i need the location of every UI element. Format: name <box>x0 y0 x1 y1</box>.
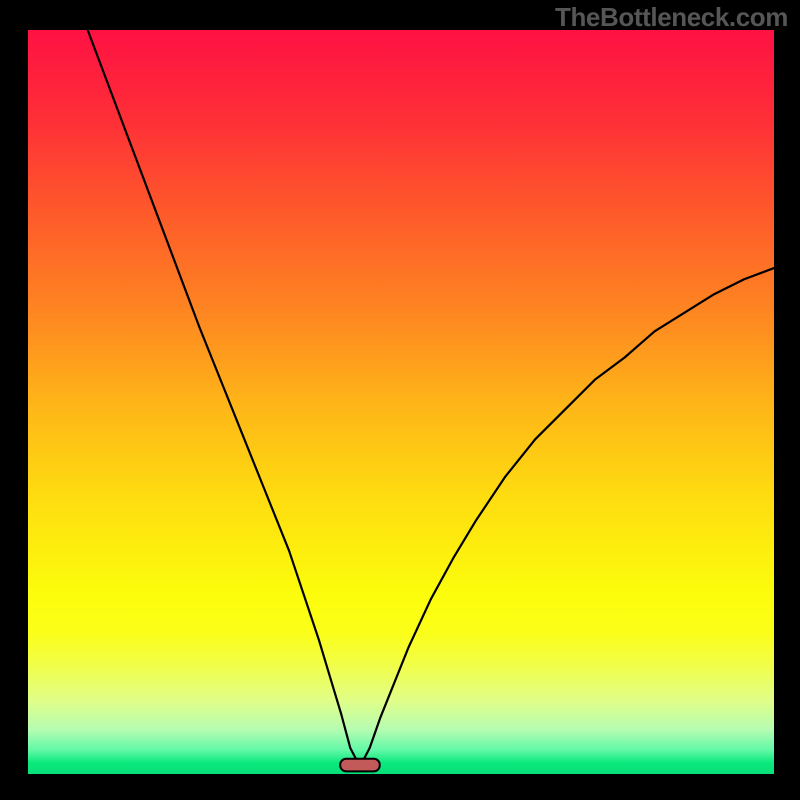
watermark-text: TheBottleneck.com <box>555 2 788 33</box>
chart-background <box>28 30 774 774</box>
optimum-marker <box>340 759 380 772</box>
bottleneck-chart <box>28 30 774 774</box>
